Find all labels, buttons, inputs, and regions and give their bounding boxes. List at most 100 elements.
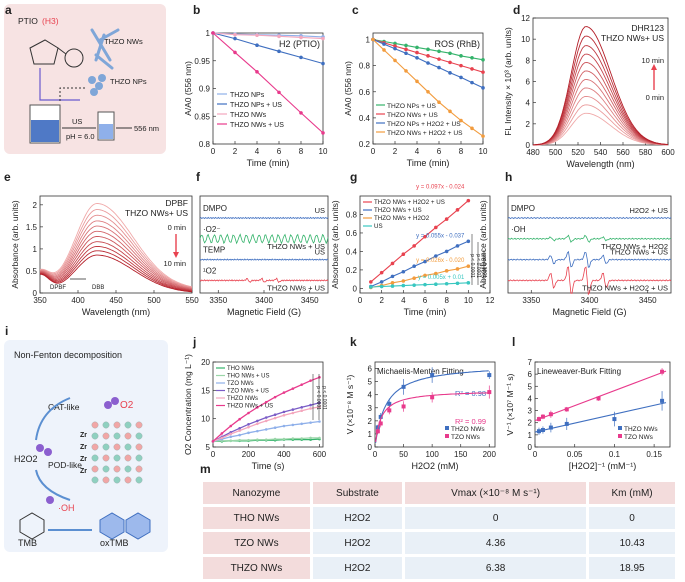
fit-line [534, 370, 667, 422]
trace-condition: THZO NWs + US [610, 248, 668, 257]
panel-label-a: a [5, 3, 12, 17]
y-tick-label: 10 [201, 415, 210, 424]
table-cell: H2O2 [312, 507, 403, 529]
plot-frame [534, 361, 671, 448]
tmb-label: TMB [18, 538, 37, 548]
data-point [233, 36, 237, 41]
x-tick-label: 3350 [522, 296, 540, 305]
trace-label: ·O2⁻ [203, 225, 221, 234]
epr-trace [199, 277, 329, 284]
lattice-atom [91, 476, 99, 484]
trace-label: DMPO [203, 204, 227, 213]
x-tick-label: 4 [255, 147, 260, 156]
data-point [426, 89, 430, 94]
y-axis-label: Absorbance (arb. units) [330, 200, 340, 289]
x-tick-label: 3450 [301, 296, 319, 305]
data-point [455, 208, 460, 212]
spectrum-curve [532, 26, 669, 146]
chart-title: Michaelis-Menten Fitting [377, 367, 464, 376]
y-axis-label: FL Intensity × 10³ (arb. units) [503, 27, 513, 136]
data-point [423, 273, 427, 278]
y-tick-label: 5 [528, 382, 533, 391]
x-axis-label: Time (min) [407, 158, 450, 168]
data-point [300, 409, 304, 413]
data-point [404, 47, 408, 52]
x-axis-label: Time (min) [404, 307, 447, 317]
y-tick-label: 0.9 [199, 85, 211, 94]
panel-label-l: l [512, 335, 515, 349]
chart-subtitle: THZO NWs+ US [125, 208, 188, 218]
x-tick-label: 12 [486, 296, 495, 305]
data-point [401, 279, 406, 283]
y-tick-label: 0.8 [199, 140, 211, 149]
data-point [466, 264, 471, 269]
y-tick-label: 0.4 [359, 114, 371, 123]
spectrum-curve [532, 35, 669, 146]
data-point [481, 70, 485, 74]
x-tick-label: 3400 [581, 296, 599, 305]
x-tick-label: 450 [109, 296, 123, 305]
x-tick-label: 0 [211, 450, 216, 459]
table-header: Substrate [312, 482, 403, 504]
r-squared: R² = 0.99 [455, 417, 486, 426]
data-point [434, 254, 438, 258]
x-tick-label: 150 [454, 450, 468, 459]
data-point [481, 86, 485, 90]
y-tick-label: 0.4 [346, 247, 358, 256]
legend-label: THO NWs [227, 366, 254, 372]
data-point [487, 373, 492, 378]
legend-label: TZO NWs [451, 434, 481, 441]
y-tick-label: 2 [526, 120, 531, 129]
x-tick-label: 3350 [209, 296, 227, 305]
data-point [387, 401, 392, 406]
lattice-atom [91, 421, 99, 429]
fit-equation: y = 0.005x + 0.01 [418, 275, 465, 281]
fit-equation: y = 0.026x - 0.020 [416, 258, 465, 264]
data-point [412, 244, 416, 248]
x-tick-label: 8 [444, 296, 449, 305]
legend-label: THZO NPs + H2O2 + US [387, 121, 461, 128]
x-tick-label: 8 [299, 147, 304, 156]
table-header: Vmax (×10⁻⁸ M s⁻¹) [405, 482, 587, 504]
flow-line-dashed [59, 87, 85, 102]
data-point [437, 100, 441, 105]
trace-condition: H2O2 + US [629, 206, 668, 215]
data-point [448, 51, 452, 56]
y-tick-label: 10 [521, 35, 530, 44]
kinetics-table: Nanozyme Substrate Vmax (×10⁻⁸ M s⁻¹) Km… [200, 479, 678, 582]
data-point [300, 437, 304, 440]
data-point [309, 403, 312, 407]
data-point [247, 411, 250, 415]
chart-h: h 3350 3400 3450 Magnetic Field (G) Absorbanc… [478, 170, 672, 317]
panel-label-e: e [4, 170, 11, 184]
data-point [470, 67, 474, 71]
schematic-background [4, 340, 168, 552]
y-tick-label: 15 [201, 386, 210, 395]
data-point [466, 198, 471, 203]
lattice-atom [124, 421, 132, 429]
data-point [470, 126, 474, 131]
x-tick-label: 500 [549, 148, 563, 157]
legend-label: THZO NWs [230, 112, 267, 119]
y-tick-label: 6 [526, 78, 531, 87]
nanoparticle [90, 88, 98, 96]
data-point [318, 420, 321, 423]
x-tick-label: 6 [437, 147, 442, 156]
table-cell: TZO NWs [203, 532, 310, 554]
schematic-a: a PTIO (H3) THZO NWs THZO NPs US pH = 6.0 556 n… [4, 3, 166, 154]
data-point [229, 424, 233, 428]
h2o2-label: H2O2 [14, 454, 38, 464]
y-tick-label: 0.6 [359, 88, 371, 97]
y-tick-label: 1 [206, 29, 211, 38]
data-point [378, 421, 383, 426]
data-point [404, 69, 408, 73]
series-line [212, 32, 324, 40]
data-point [277, 49, 281, 54]
oxtmb-ring [99, 512, 125, 540]
pathway-arrow [35, 469, 71, 501]
x-axis-label: Magnetic Field (G) [227, 307, 301, 317]
data-point [318, 376, 321, 379]
data-point [459, 118, 463, 123]
trace-label: ·OH [511, 225, 526, 234]
data-point [211, 31, 215, 35]
